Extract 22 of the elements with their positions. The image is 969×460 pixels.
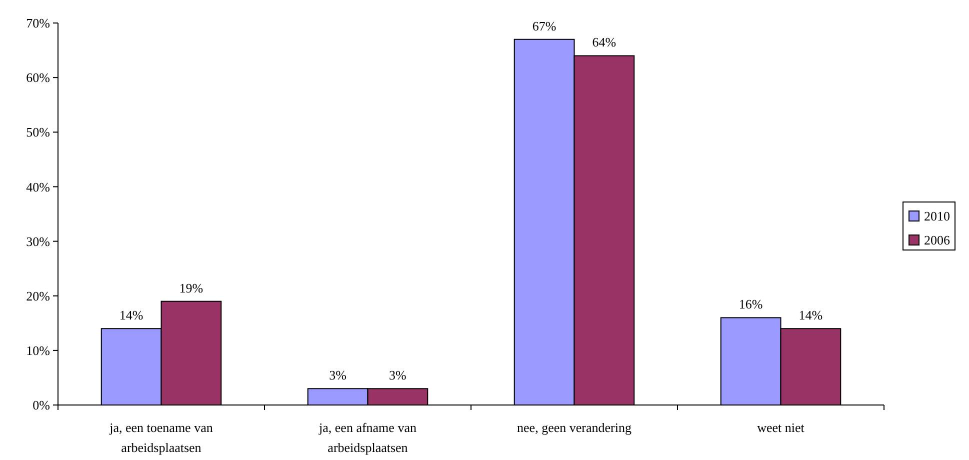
data-label: 14% [119, 308, 144, 323]
y-tick-label: 20% [26, 288, 50, 304]
x-tick-label: ja, een toename van arbeidsplaatsen [108, 420, 214, 455]
data-label: 3% [389, 368, 407, 383]
x-tick-label: nee, geen verandering [517, 420, 632, 435]
y-tick-label: 70% [26, 16, 50, 31]
data-label: 3% [329, 368, 347, 383]
x-tick-label: weet niet [757, 420, 805, 435]
y-tick-label: 50% [26, 124, 50, 140]
data-label: 14% [798, 308, 823, 323]
legend-label: 2010 [924, 208, 950, 224]
data-label: 16% [738, 296, 763, 312]
y-tick-label: 40% [26, 179, 50, 194]
y-tick-label: 0% [32, 398, 50, 413]
legend-label: 2006 [924, 232, 950, 248]
y-tick-label: 60% [26, 70, 50, 86]
data-label: 67% [532, 18, 556, 34]
y-tick-label: 10% [26, 342, 50, 358]
x-tick-label: ja, een afname van arbeidsplaatsen [318, 420, 417, 455]
data-label: 19% [179, 280, 204, 296]
data-label: 64% [592, 34, 616, 50]
y-tick-label: 30% [26, 234, 50, 249]
